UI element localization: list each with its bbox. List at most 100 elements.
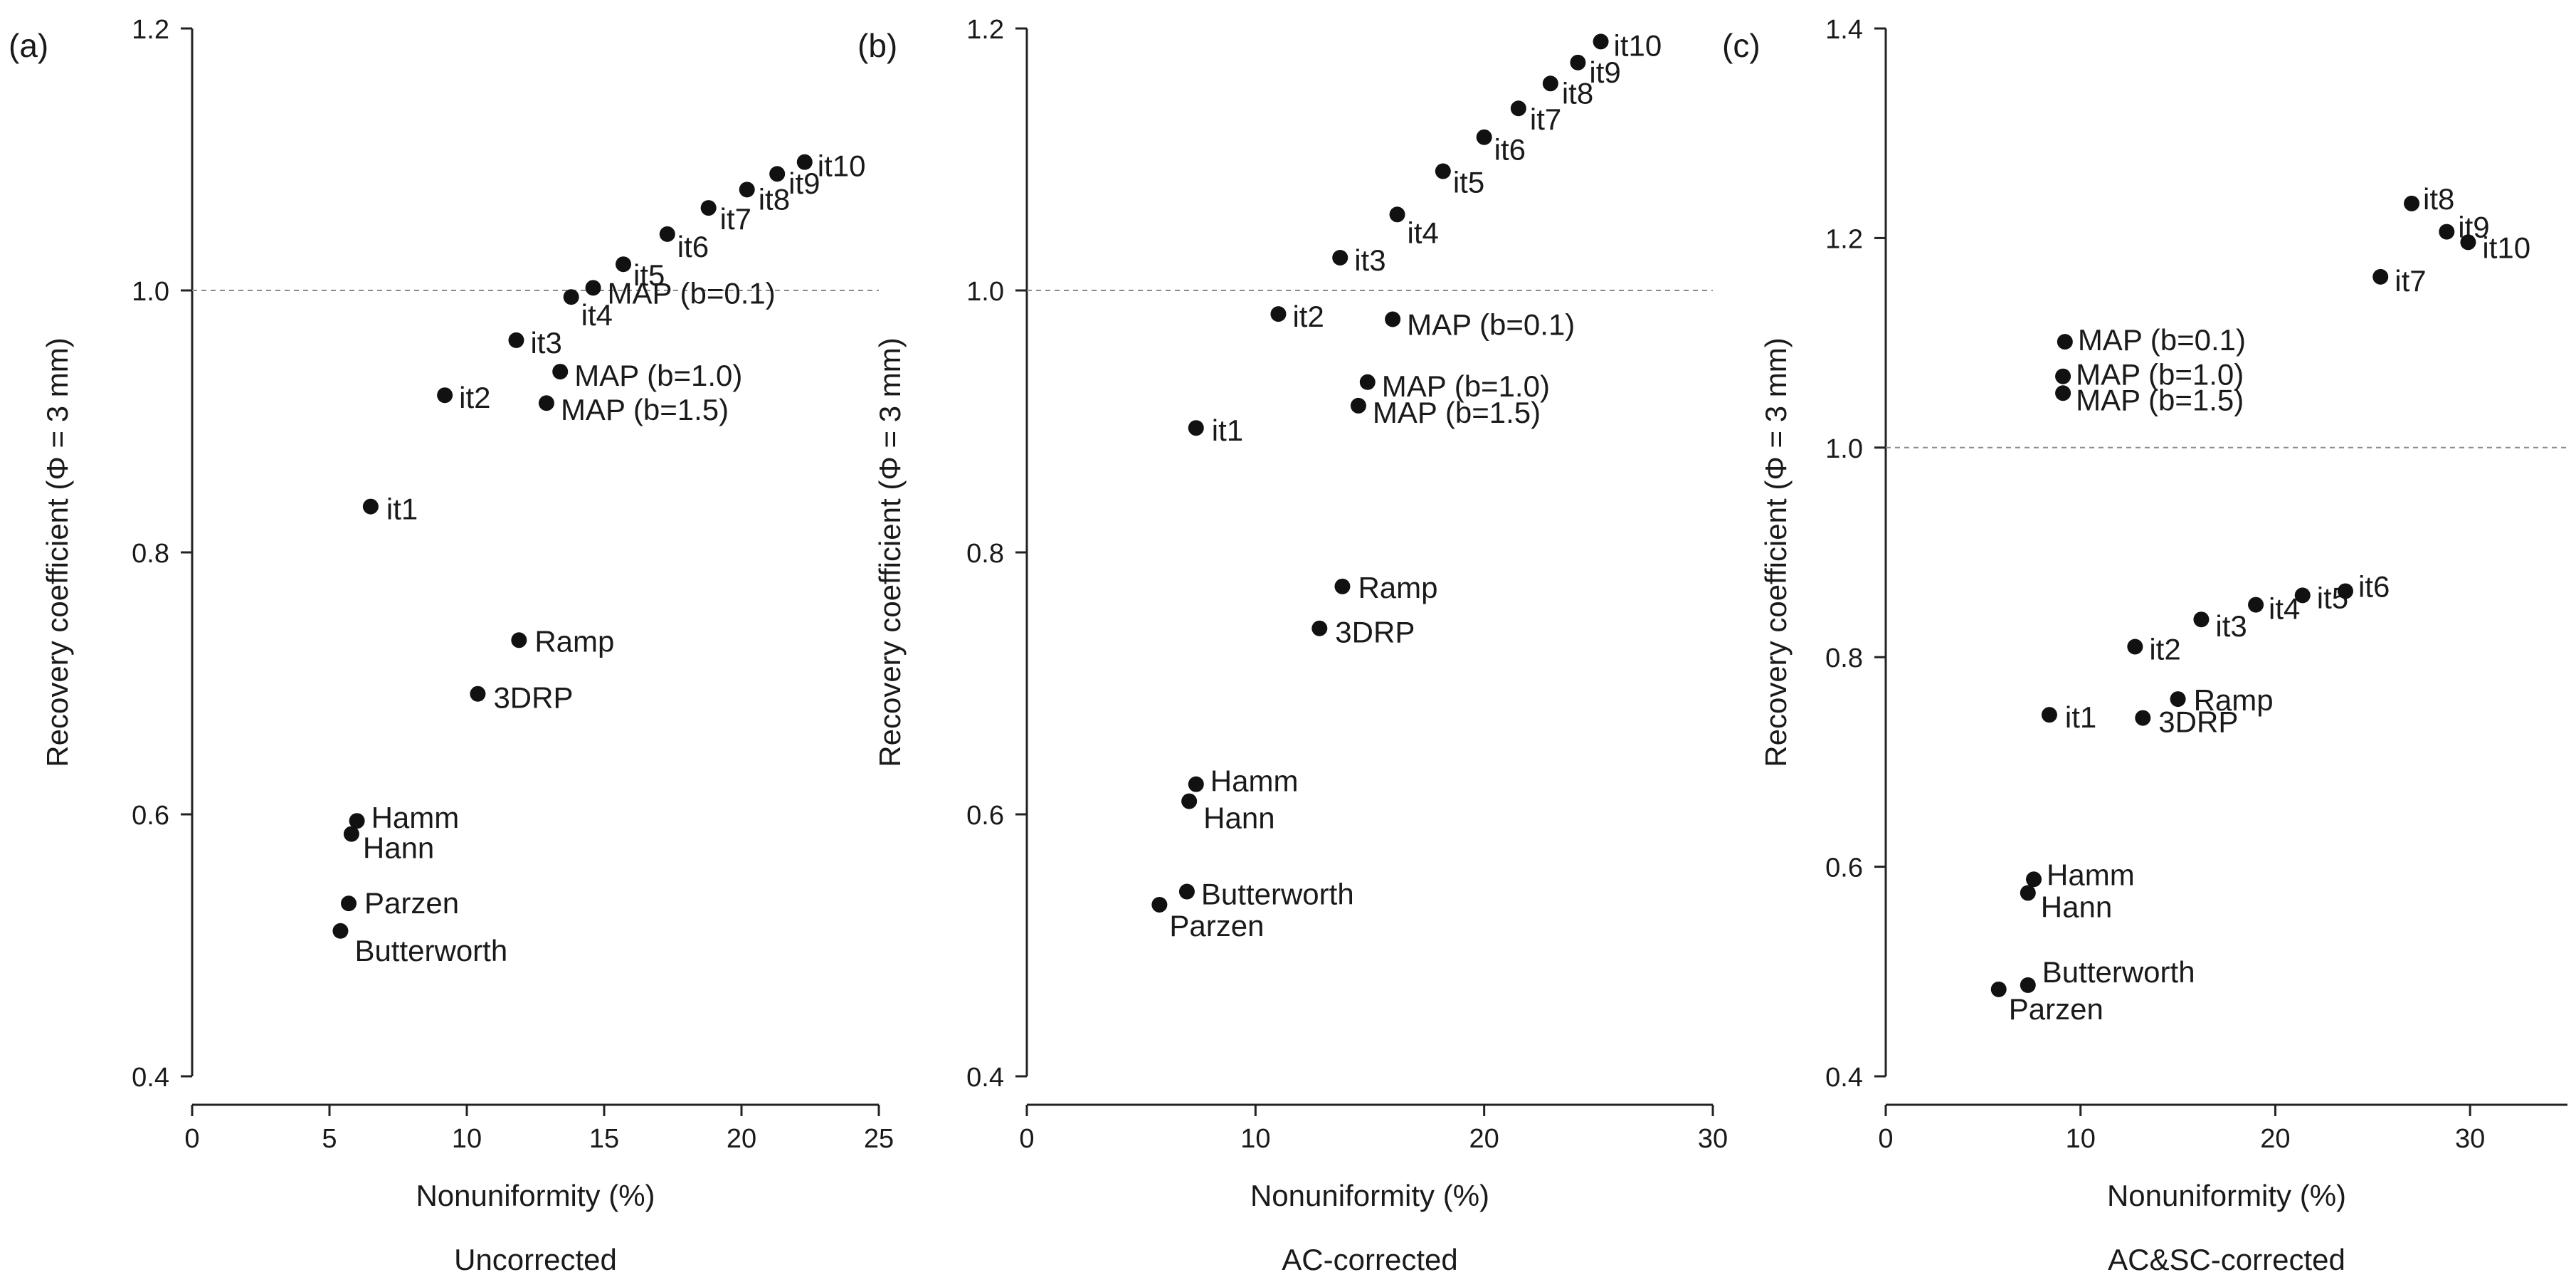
y-tick-label: 0.8 xyxy=(132,539,169,569)
point-label-it7: it7 xyxy=(720,202,751,236)
y-tick-label: 1.2 xyxy=(1825,224,1863,254)
y-tick-label: 1.0 xyxy=(966,277,1004,307)
point-3drp xyxy=(1311,620,1328,636)
point-label-3drp: 3DRP xyxy=(493,681,573,715)
point-it4 xyxy=(1389,206,1405,223)
x-tick-label: 0 xyxy=(1878,1124,1893,1154)
point-label-it8: it8 xyxy=(759,182,790,216)
point-label-it10: it10 xyxy=(1614,28,1662,62)
point-map-b-1-5 xyxy=(2055,385,2071,401)
point-label-it5: it5 xyxy=(633,258,665,292)
x-axis-title: Nonuniformity (%) xyxy=(2107,1179,2346,1212)
point-it7 xyxy=(1510,100,1526,117)
point-label-ramp: Ramp xyxy=(2194,683,2274,717)
point-label-hamm: Hamm xyxy=(371,801,460,834)
point-it10 xyxy=(796,154,813,170)
point-hamm xyxy=(2026,871,2042,888)
y-tick-label: 0.4 xyxy=(966,1063,1004,1093)
point-it1 xyxy=(2041,707,2057,723)
point-hann xyxy=(2020,885,2036,901)
point-it3 xyxy=(1332,250,1348,266)
point-it8 xyxy=(739,182,755,198)
point-it8 xyxy=(2404,195,2420,211)
point-label-butterworth: Butterworth xyxy=(2042,955,2195,989)
point-label-parzen: Parzen xyxy=(364,886,459,920)
point-label-hamm: Hamm xyxy=(2047,858,2135,891)
point-3drp xyxy=(470,685,486,702)
point-label-it4: it4 xyxy=(2269,592,2300,626)
point-label-it5: it5 xyxy=(1453,166,1484,199)
y-tick-label: 0.6 xyxy=(966,801,1004,831)
point-hamm xyxy=(349,813,365,829)
point-it7 xyxy=(700,200,717,216)
point-label-it3: it3 xyxy=(2215,609,2247,643)
x-axis-title: Nonuniformity (%) xyxy=(416,1179,655,1212)
point-label-it6: it6 xyxy=(677,230,709,263)
point-label-ramp: Ramp xyxy=(534,624,614,658)
point-label-map-b-0-1: MAP (b=0.1) xyxy=(2078,323,2246,357)
point-it4 xyxy=(2248,597,2264,613)
y-axis-title: Recovery coefficient (Φ = 3 mm) xyxy=(873,337,907,767)
point-label-it3: it3 xyxy=(1354,243,1385,277)
panel-c-ac-sc-corrected: (c) 0.4 0.6 0.8 1.0 1.2 1.4 0 10 20 30 Nonuniformit… xyxy=(1722,15,2567,1276)
point-label-it2: it2 xyxy=(459,381,490,414)
point-label-it10: it10 xyxy=(818,149,866,183)
x-tick-label: 25 xyxy=(864,1124,894,1154)
y-tick-label: 0.8 xyxy=(966,539,1004,569)
point-it2 xyxy=(437,387,453,404)
point-hamm xyxy=(1188,776,1204,792)
point-it5 xyxy=(2294,587,2311,604)
x-tick-label: 10 xyxy=(452,1124,482,1154)
x-tick-label: 0 xyxy=(1019,1124,1034,1154)
point-label-parzen: Parzen xyxy=(1169,909,1264,942)
point-parzen xyxy=(341,895,357,912)
point-it3 xyxy=(508,332,524,348)
point-label-butterworth: Butterworth xyxy=(354,934,507,967)
point-hann xyxy=(343,826,359,842)
point-it2 xyxy=(1270,306,1287,322)
point-label-ramp: Ramp xyxy=(1358,571,1437,604)
point-label-hann: Hann xyxy=(1203,802,1274,835)
point-it3 xyxy=(2193,611,2210,628)
point-it10 xyxy=(1593,33,1609,50)
point-label-it8: it8 xyxy=(1562,76,1593,110)
panel-label: (b) xyxy=(857,27,897,64)
y-axis-title: Recovery coefficient (Φ = 3 mm) xyxy=(1759,337,1793,767)
y-tick-label: 0.6 xyxy=(132,801,169,831)
x-tick-label: 20 xyxy=(2260,1124,2290,1154)
point-label-it7: it7 xyxy=(1530,103,1561,136)
x-tick-label: 5 xyxy=(322,1124,337,1154)
point-label-it2: it2 xyxy=(1292,300,1324,333)
point-it6 xyxy=(1476,129,1492,145)
point-map-b-1-5 xyxy=(1350,397,1366,414)
point-label-it1: it1 xyxy=(386,493,418,526)
y-tick-label: 0.4 xyxy=(132,1063,169,1093)
y-tick-label: 0.6 xyxy=(1825,853,1863,883)
point-label-it8: it8 xyxy=(2423,182,2454,216)
point-it5 xyxy=(616,256,632,273)
point-map-b-1-0 xyxy=(1359,374,1376,390)
point-map-b-1-5 xyxy=(538,395,554,411)
point-it1 xyxy=(362,498,379,515)
point-label-butterworth: Butterworth xyxy=(1201,878,1354,911)
point-label-map-b-1-5: MAP (b=1.5) xyxy=(2076,383,2244,416)
point-it2 xyxy=(2127,639,2143,655)
panel-subtitle: AC&SC-corrected xyxy=(2108,1243,2345,1276)
panel-subtitle: Uncorrected xyxy=(454,1243,617,1276)
x-tick-label: 0 xyxy=(184,1124,199,1154)
point-map-b-1-0 xyxy=(2055,368,2071,384)
point-hann xyxy=(1181,793,1198,809)
point-ramp xyxy=(511,632,527,648)
x-tick-label: 15 xyxy=(589,1124,619,1154)
point-label-hamm: Hamm xyxy=(1210,765,1299,798)
point-label-parzen: Parzen xyxy=(2009,992,2103,1026)
point-map-b-0-1 xyxy=(585,280,601,296)
point-label-it4: it4 xyxy=(581,298,613,332)
point-parzen xyxy=(1151,896,1168,913)
x-axis-title: Nonuniformity (%) xyxy=(1250,1179,1489,1212)
point-map-b-0-1 xyxy=(1385,311,1401,327)
y-axis-title: Recovery coefficient (Φ = 3 mm) xyxy=(41,337,74,767)
point-ramp xyxy=(1334,578,1351,594)
point-map-b-0-1 xyxy=(2057,334,2073,350)
